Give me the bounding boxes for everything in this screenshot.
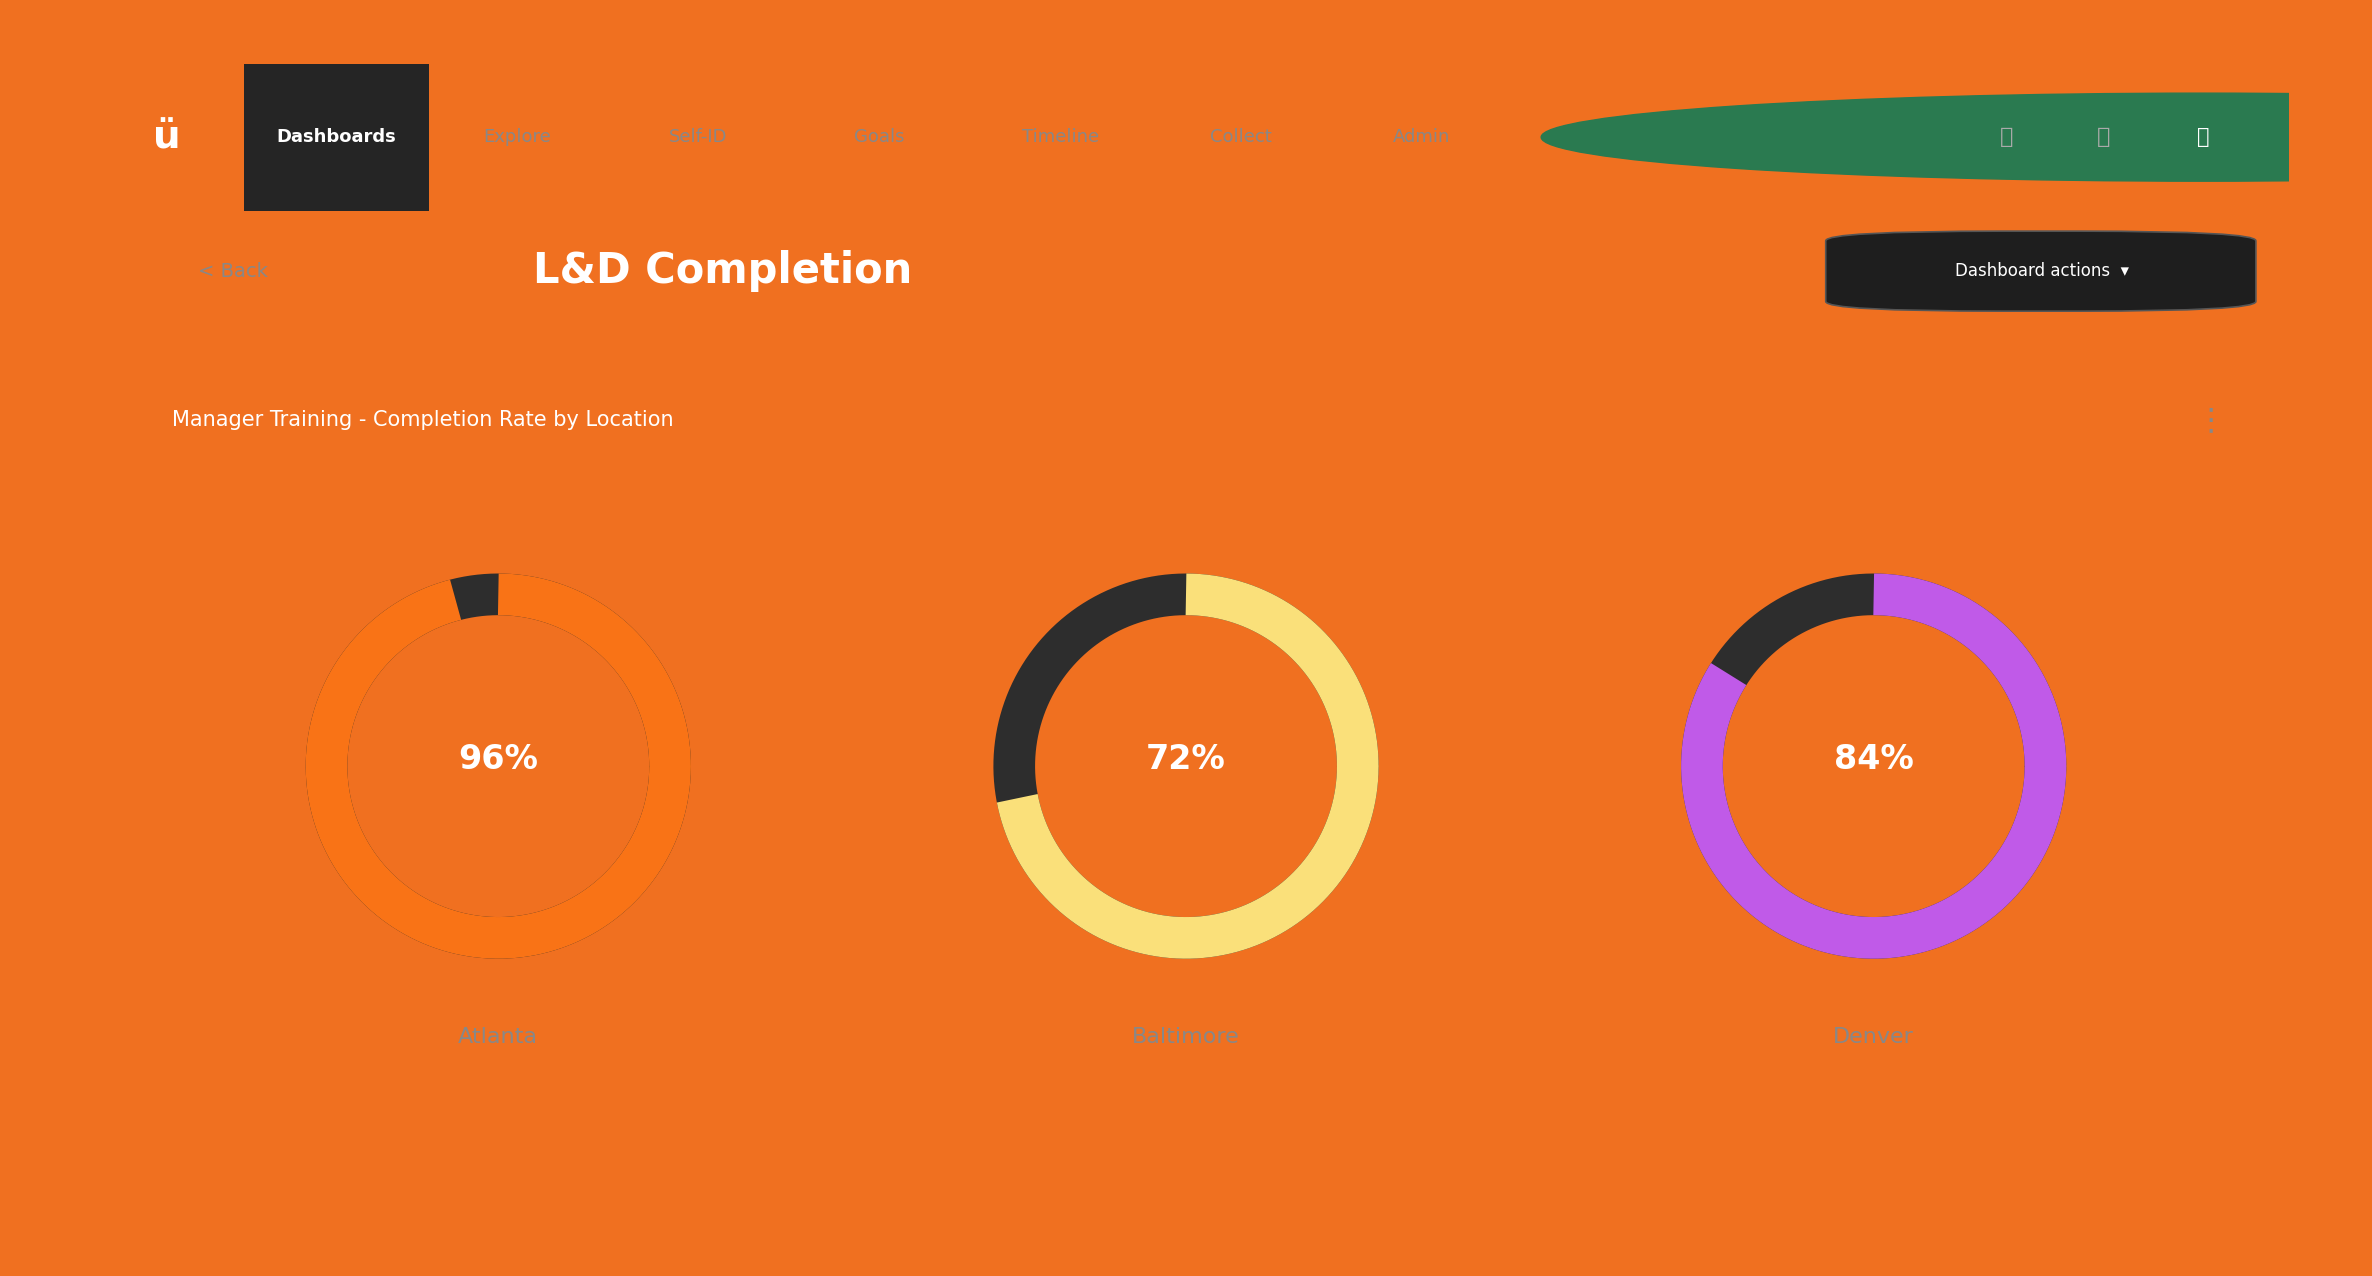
FancyBboxPatch shape	[244, 64, 429, 211]
Text: Manager Training - Completion Rate by Location: Manager Training - Completion Rate by Lo…	[171, 411, 674, 430]
Text: Atlanta: Atlanta	[458, 1027, 538, 1048]
Text: 84%: 84%	[1834, 743, 1914, 776]
Text: L&D Completion: L&D Completion	[534, 250, 913, 292]
Text: Goals: Goals	[854, 128, 904, 147]
Text: Baltimore: Baltimore	[1131, 1027, 1241, 1048]
Text: Denver: Denver	[1834, 1027, 1914, 1048]
Text: Dashboards: Dashboards	[278, 128, 396, 147]
Text: Admin: Admin	[1392, 128, 1452, 147]
Text: < Back: < Back	[197, 262, 268, 281]
Text: 👤: 👤	[2196, 128, 2208, 147]
Text: 🔔: 🔔	[2097, 128, 2111, 147]
Text: Explore: Explore	[484, 128, 550, 147]
Text: Timeline: Timeline	[1022, 128, 1098, 147]
Text: 72%: 72%	[1146, 743, 1226, 776]
FancyBboxPatch shape	[1826, 231, 2256, 311]
Text: Dashboard actions  ▾: Dashboard actions ▾	[1955, 262, 2130, 281]
Text: Self-ID: Self-ID	[669, 128, 728, 147]
Text: Collect: Collect	[1210, 128, 1271, 147]
Text: ⋮: ⋮	[2196, 406, 2227, 435]
Circle shape	[1542, 93, 2372, 181]
Text: ü: ü	[154, 119, 180, 156]
Text: 96%: 96%	[458, 743, 538, 776]
Text: 🌙: 🌙	[2000, 128, 2014, 147]
